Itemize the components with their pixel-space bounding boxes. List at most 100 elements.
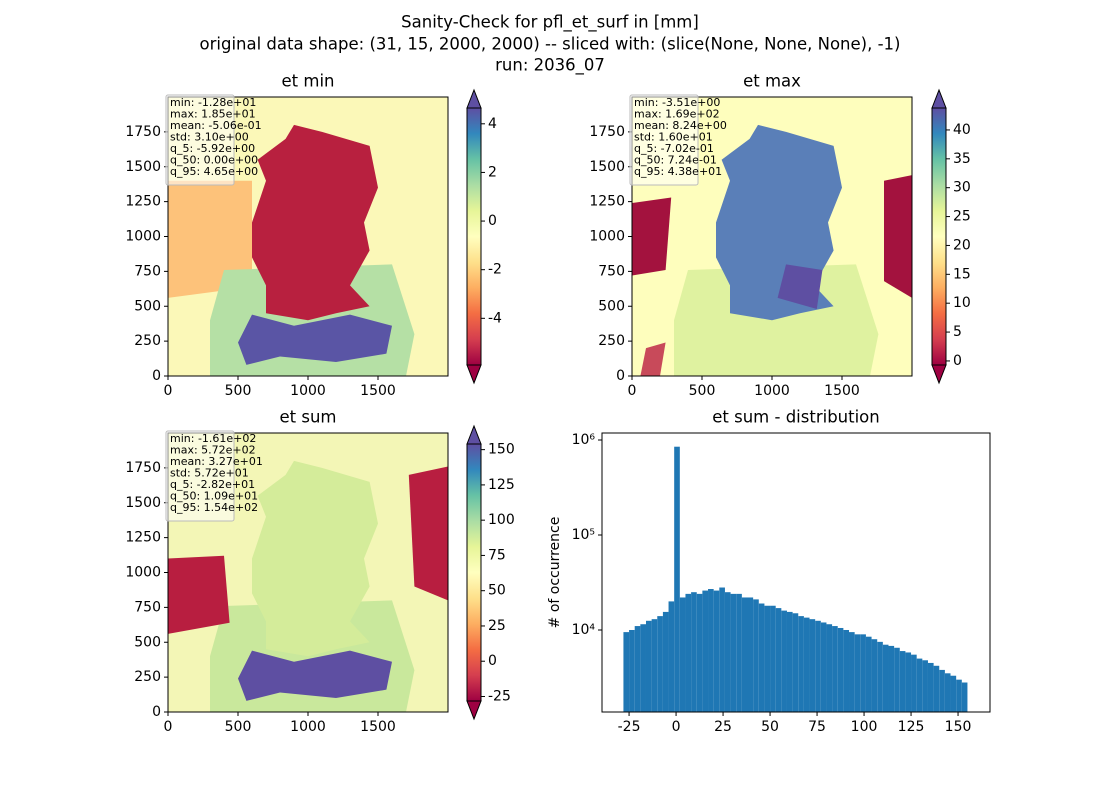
y-tick-label: 10⁶: [572, 432, 596, 448]
map-region: [884, 175, 912, 298]
stats-text: std: 5.72e+01: [170, 467, 249, 480]
colorbar-tick-label: 150: [488, 442, 515, 458]
histogram-bar: [905, 652, 912, 712]
axes-title: et max: [743, 72, 801, 91]
y-tick-label: 1500: [125, 159, 161, 175]
y-tick-label: 1250: [125, 530, 161, 546]
colorbar-tick-label: 0: [488, 213, 497, 229]
histogram-bar: [753, 599, 759, 712]
map-region: [632, 197, 672, 276]
colorbar-tick-label: 20: [953, 237, 971, 253]
colorbar-tick-label: 5: [953, 324, 962, 340]
x-tick-label: 75: [808, 719, 826, 735]
map-region: [252, 124, 378, 321]
stats-text: q_50: 1.09e+01: [170, 490, 258, 503]
histogram-bar: [837, 627, 844, 712]
histogram-bar: [911, 654, 917, 712]
histogram-bar: [623, 632, 630, 712]
colorbar: [467, 108, 481, 365]
y-tick-label: 10⁴: [572, 622, 596, 638]
stats-text: mean: 3.27e+01: [170, 455, 263, 468]
x-tick-label: 1500: [824, 383, 860, 399]
y-tick-label: 1250: [125, 194, 161, 210]
x-tick-label: 1500: [360, 383, 396, 399]
colorbar-frame: [931, 107, 947, 366]
colorbar-tick-label: 10: [953, 295, 971, 311]
histogram-bar: [775, 608, 782, 712]
histogram-bar: [820, 622, 827, 712]
colorbar-tick-label: 2: [488, 164, 497, 180]
map-region: [168, 180, 252, 298]
histogram-bar: [747, 597, 754, 712]
y-tick-label: 500: [598, 298, 625, 314]
x-tick-label: 1500: [360, 719, 396, 735]
histogram-bar: [865, 636, 872, 712]
colorbar-frame: [466, 107, 482, 366]
stats-text: max: 1.69e+02: [634, 108, 720, 121]
colorbar-extend-bottom: [466, 700, 482, 721]
y-tick-label: 0: [616, 368, 625, 384]
colorbar-tick-label: -2: [488, 262, 502, 278]
stats-text: q_5: -7.02e-01: [634, 142, 714, 155]
x-tick-label: 0: [164, 383, 173, 399]
map-region: [252, 460, 378, 657]
y-tick-label: 1500: [125, 495, 161, 511]
y-tick-label: 750: [134, 599, 161, 615]
colorbar-extend-top: [466, 424, 482, 445]
stats-text: q_95: 4.38e+01: [634, 165, 722, 178]
x-tick-label: 0: [164, 719, 173, 735]
axes-title: et sum: [280, 408, 337, 427]
stats-box: [165, 94, 235, 186]
colorbar-tick-label: 75: [488, 547, 506, 563]
colorbar-tick-label: -4: [488, 310, 502, 326]
map-image: [632, 97, 912, 376]
histogram-bar: [961, 682, 968, 712]
histogram-bar: [933, 665, 940, 712]
colorbar: [467, 444, 481, 701]
colorbar-extend-top: [931, 88, 947, 109]
map-region: [674, 264, 879, 376]
y-tick-label: 1750: [125, 124, 161, 140]
histogram-bar: [668, 601, 675, 712]
histogram-bar: [781, 610, 787, 712]
x-tick-label: -25: [618, 719, 641, 735]
histogram-bar: [696, 593, 703, 712]
histogram-bar: [685, 593, 692, 712]
y-tick-label: 1500: [589, 159, 625, 175]
y-tick-label: 10⁵: [572, 527, 595, 543]
histogram-bar: [877, 641, 883, 712]
colorbar-tick-label: 15: [953, 266, 971, 282]
y-axis-label: # of occurrence: [547, 517, 563, 629]
stats-text: min: -3.51e+00: [634, 96, 720, 109]
x-tick-label: 125: [898, 719, 925, 735]
histogram-bar: [803, 617, 810, 712]
histogram-bar: [899, 651, 906, 712]
colorbar: [932, 108, 946, 365]
x-tick-label: 1000: [290, 383, 326, 399]
histogram-bar: [950, 675, 957, 712]
histogram-bar: [770, 605, 776, 712]
colorbar-extend-bottom: [931, 364, 947, 385]
histogram-bar: [662, 611, 669, 712]
figure-run: run: 2036_07: [495, 56, 605, 76]
colorbar-extend-top: [466, 88, 482, 109]
stats-text: min: -1.28e+01: [170, 96, 256, 109]
histogram-bar: [956, 679, 962, 712]
y-tick-label: 1250: [589, 194, 625, 210]
axes-title: et min: [282, 72, 335, 91]
colorbar-tick-label: 0: [488, 653, 497, 669]
map-region: [168, 555, 230, 634]
y-tick-label: 1000: [589, 229, 625, 245]
y-tick-label: 0: [152, 368, 161, 384]
histogram-bar: [882, 644, 889, 712]
stats-text: q_50: 0.00e+00: [170, 154, 258, 167]
x-tick-label: 500: [689, 383, 716, 399]
stats-box: [629, 94, 699, 186]
y-tick-label: 500: [134, 298, 161, 314]
histogram-bar: [719, 587, 725, 712]
stats-text: max: 1.85e+01: [170, 108, 256, 121]
y-tick-label: 750: [134, 263, 161, 279]
stats-text: q_95: 1.54e+02: [170, 501, 258, 514]
stats-text: q_50: 7.24e-01: [634, 154, 717, 167]
histogram-bar: [944, 673, 951, 712]
